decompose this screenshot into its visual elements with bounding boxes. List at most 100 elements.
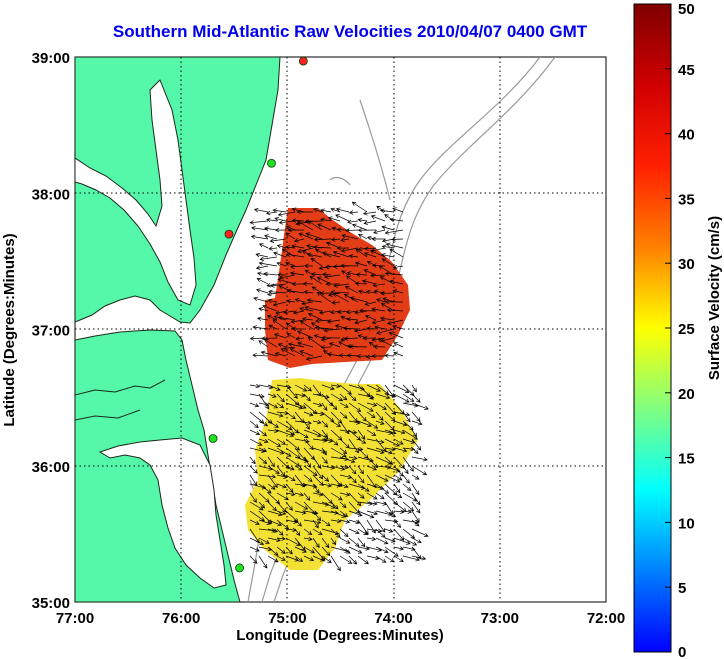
velocity-arrow	[259, 256, 278, 262]
colorbar-tick-label: 50	[678, 1, 695, 18]
velocity-arrow	[384, 465, 401, 473]
velocity-arrow	[402, 492, 418, 502]
velocity-arrow	[294, 546, 307, 553]
velocity-arrow	[346, 353, 359, 358]
velocity-arrow	[330, 492, 343, 501]
velocity-arrow	[276, 438, 286, 445]
velocity-arrow	[258, 501, 266, 509]
velocity-arrow	[276, 536, 286, 541]
velocity-arrow	[357, 519, 369, 535]
velocity-arrow	[366, 510, 379, 516]
velocity-arrow	[285, 474, 296, 482]
velocity-arrow	[335, 207, 350, 213]
velocity-arrow	[393, 420, 408, 427]
velocity-arrow	[391, 237, 404, 242]
velocity-arrow	[375, 537, 389, 545]
velocity-arrow	[285, 233, 296, 240]
velocity-arrow	[321, 393, 334, 407]
velocity-arrow	[303, 420, 310, 430]
velocity-arrow	[348, 210, 359, 215]
velocity-arrow	[371, 236, 386, 242]
velocity-arrow	[402, 555, 421, 562]
velocity-arrow	[291, 244, 305, 249]
velocity-arrow	[285, 555, 300, 562]
velocity-arrow	[303, 290, 314, 295]
velocity-arrow	[298, 232, 314, 240]
velocity-arrow	[356, 353, 368, 359]
velocity-arrow	[357, 334, 368, 339]
velocity-arrow	[258, 402, 270, 407]
velocity-arrow	[275, 310, 287, 315]
colorbar-label: Surface Velocity (cm/s)	[706, 216, 723, 380]
velocity-arrow	[366, 536, 377, 542]
velocity-arrow	[344, 286, 359, 294]
velocity-arrow	[321, 420, 329, 428]
velocity-arrow	[373, 289, 386, 294]
velocity-arrow	[309, 275, 323, 285]
velocity-arrow	[321, 402, 328, 411]
velocity-arrow	[266, 314, 278, 321]
y-axis-label: Latitude (Degrees:Minutes)	[1, 233, 18, 426]
velocity-arrow	[348, 254, 359, 259]
velocity-arrow	[330, 420, 342, 427]
velocity-arrow	[276, 519, 290, 530]
velocity-arrow	[303, 456, 312, 468]
velocity-arrow	[411, 510, 420, 523]
velocity-arrow	[276, 546, 286, 554]
velocity-arrow	[263, 271, 278, 277]
velocity-arrow	[321, 456, 328, 464]
velocity-arrow	[273, 251, 287, 258]
velocity-arrow	[249, 420, 259, 428]
velocity-arrow	[355, 248, 368, 258]
velocity-arrow	[274, 216, 287, 222]
velocity-arrow	[330, 383, 341, 389]
velocity-arrow	[374, 325, 386, 330]
velocity-arrow	[330, 237, 341, 242]
velocity-arrow	[326, 319, 341, 324]
velocity-arrow	[366, 393, 374, 400]
velocity-arrow	[312, 474, 324, 487]
velocity-arrow	[258, 420, 269, 427]
velocity-arrow	[375, 447, 393, 455]
velocity-arrow	[362, 211, 377, 216]
grid-lines	[75, 57, 606, 602]
velocity-arrow	[276, 393, 285, 403]
velocity-vectors	[249, 201, 429, 572]
velocity-arrow	[330, 429, 343, 441]
velocity-arrow	[276, 465, 286, 477]
velocity-arrow	[283, 309, 296, 315]
velocity-arrow	[297, 247, 314, 254]
velocity-arrow	[276, 501, 287, 513]
velocity-arrow	[302, 316, 314, 322]
velocity-arrow	[411, 447, 419, 454]
velocity-arrow	[411, 528, 429, 537]
velocity-arrow	[258, 393, 270, 410]
velocity-arrow	[249, 537, 265, 546]
hf-radar-stations	[208, 57, 308, 573]
velocity-arrow	[285, 501, 293, 511]
velocity-arrow	[338, 353, 350, 358]
velocity-arrow	[384, 229, 404, 235]
velocity-arrow	[411, 546, 422, 560]
velocity-arrow	[305, 355, 323, 361]
velocity-arrow	[363, 220, 377, 226]
velocity-arrow	[331, 300, 341, 305]
velocity-arrow	[402, 465, 409, 475]
velocity-arrow	[267, 456, 275, 468]
velocity-arrow	[285, 438, 301, 451]
velocity-arrow	[258, 261, 278, 267]
colorbar-tick-label: 0	[678, 644, 686, 659]
x-tick-label: 76:00	[162, 610, 200, 627]
velocity-arrow	[366, 501, 378, 506]
velocity-arrow	[294, 519, 302, 527]
velocity-arrow	[362, 336, 377, 341]
velocity-arrow	[294, 429, 309, 439]
velocity-arrow	[267, 537, 281, 543]
velocity-arrow	[363, 269, 377, 276]
velocity-arrow	[255, 252, 269, 258]
velocity-arrow	[260, 350, 278, 357]
velocity-arrow	[307, 336, 323, 348]
velocity-arrow	[362, 279, 377, 285]
velocity-arrow	[316, 291, 332, 303]
